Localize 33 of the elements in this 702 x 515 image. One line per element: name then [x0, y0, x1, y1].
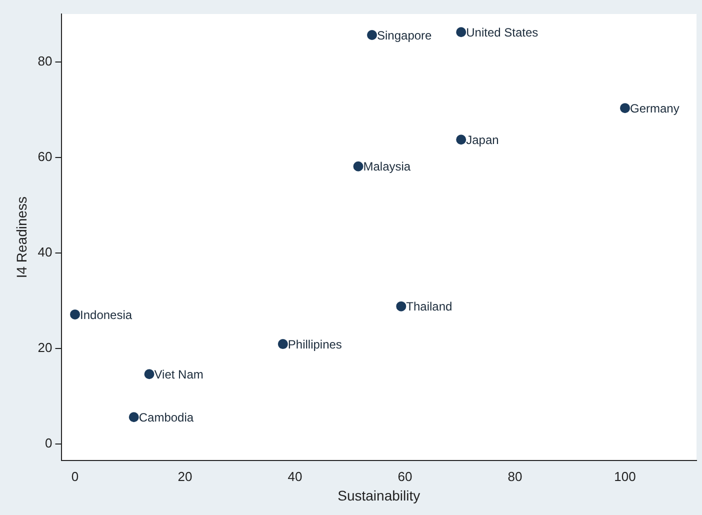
point — [367, 30, 378, 40]
annotation: Germany — [630, 101, 680, 116]
y-tick-label: 60 — [38, 148, 52, 164]
annotation: Malaysia — [363, 160, 411, 174]
y-tick-label: 40 — [38, 244, 52, 260]
x-tick-label: 60 — [398, 468, 412, 484]
annotation: United States — [466, 25, 538, 40]
annotation: Japan — [466, 132, 499, 147]
annotation: Cambodia — [138, 410, 194, 424]
point — [456, 27, 466, 38]
x-tick-label: 100 — [614, 468, 636, 484]
y-axis-title: I4 Readiness — [13, 196, 30, 278]
annotation: Thailand — [406, 300, 452, 314]
x-tick-label: 20 — [178, 468, 192, 484]
y-tick-label: 80 — [38, 53, 52, 68]
x-tick-label: 80 — [508, 468, 522, 484]
x-axis-title: Sustainability — [338, 487, 420, 504]
annotation: Phillipines — [288, 337, 342, 352]
point — [353, 161, 364, 172]
x-tick-label: 40 — [288, 468, 302, 484]
y-tick-label: 20 — [38, 340, 52, 355]
point — [128, 412, 139, 422]
annotation: Viet Nam — [154, 367, 204, 382]
point — [620, 103, 630, 114]
point — [70, 309, 80, 320]
point — [456, 134, 466, 145]
x-tick-label: 0 — [71, 468, 79, 484]
annotation: Indonesia — [80, 308, 132, 322]
annotation: Singapore — [377, 28, 432, 42]
point — [278, 339, 288, 350]
point — [396, 301, 406, 312]
y-tick-label: 0 — [45, 435, 52, 450]
point — [144, 369, 154, 380]
